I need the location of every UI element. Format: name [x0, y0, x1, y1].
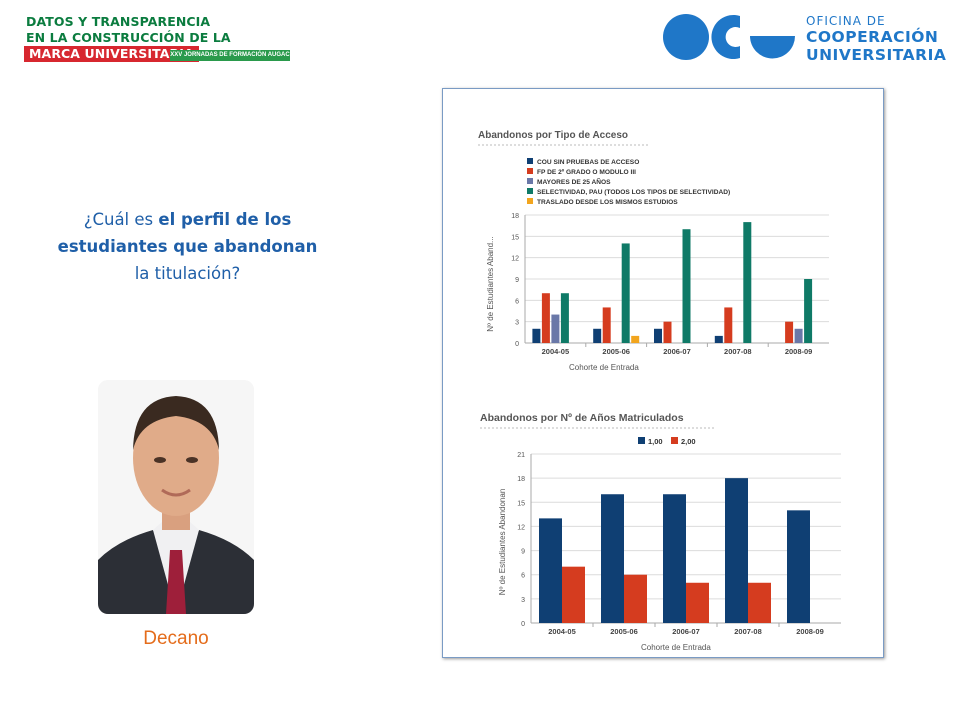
x-tick-label: 2005-06 — [610, 627, 638, 636]
logo-line-1: OFICINA DE — [806, 14, 886, 28]
event-title: DATOS Y TRANSPARENCIA EN LA CONSTRUCCIÓN… — [24, 14, 231, 62]
bar — [541, 293, 550, 343]
bar — [787, 510, 810, 623]
legend-label: 2,00 — [681, 437, 696, 446]
bar — [562, 566, 585, 623]
x-tick-label: 2004-05 — [548, 627, 576, 636]
legend-swatch — [527, 188, 533, 194]
bar — [663, 321, 672, 343]
logo-line-3: UNIVERSITARIA — [806, 46, 947, 64]
legend-swatch — [527, 158, 533, 164]
y-tick-label: 6 — [515, 298, 519, 305]
y-tick-label: 0 — [515, 341, 519, 348]
legend-label: COU SIN PRUEBAS DE ACCESO — [537, 159, 639, 166]
event-title-line-1: DATOS Y TRANSPARENCIA — [26, 14, 211, 29]
question-part-2: el perfil de los estudiantes que abandon… — [57, 210, 318, 256]
bar — [748, 582, 771, 623]
bar — [725, 478, 748, 623]
chart1-ylabel: Nº de Estudiantes Aband... — [486, 236, 495, 331]
question-text: ¿Cuál es el perfil de los estudiantes qu… — [55, 206, 320, 287]
x-tick-label: 2007-08 — [734, 627, 762, 636]
charts-svg: Abandonos por Tipo de Acceso COU SIN PRU… — [478, 130, 841, 652]
y-tick-label: 21 — [517, 452, 525, 459]
x-tick-label: 2008-09 — [785, 347, 813, 356]
y-tick-label: 3 — [521, 597, 525, 604]
legend-swatch — [638, 437, 645, 444]
chart-abandonos-anos-matriculados: Abandonos por Nº de Años Matriculados 1,… — [480, 412, 841, 652]
x-tick-label: 2005-06 — [602, 347, 630, 356]
legend-swatch — [527, 178, 533, 184]
bar — [654, 328, 662, 343]
chart2-axis-labels: 0 3 6 9 12 15 18 21 2004-05 2005-06 2006-07 2007-08… — [517, 452, 824, 636]
oficina-logo-icon — [663, 14, 795, 60]
bar — [663, 494, 686, 623]
chart-abandonos-tipo-acceso: Abandonos por Tipo de Acceso COU SIN PRU… — [478, 130, 829, 372]
y-tick-label: 18 — [511, 213, 519, 220]
bar — [794, 328, 803, 343]
dean-photo — [98, 380, 254, 614]
y-tick-label: 12 — [517, 524, 525, 531]
legend-label: MAYORES DE 25 AÑOS — [537, 177, 611, 186]
y-tick-label: 9 — [521, 549, 525, 556]
caption-decano: Decano — [143, 628, 209, 649]
question-part-3: la titulación? — [134, 264, 241, 283]
question-part-1: ¿Cuál es — [83, 210, 159, 229]
legend-swatch — [527, 168, 533, 174]
bar — [560, 293, 569, 343]
x-tick-label: 2006-07 — [672, 627, 700, 636]
legend-label: TRASLADO DESDE LOS MISMOS ESTUDIOS — [537, 199, 678, 206]
y-tick-label: 18 — [517, 476, 525, 483]
event-title-line-3: MARCA UNIVERSITARIA — [24, 46, 199, 62]
logo-line-2: COOPERACIÓN — [806, 28, 939, 46]
dean-portrait-image — [98, 380, 254, 614]
chart2-xlabel: Cohorte de Entrada — [641, 643, 711, 652]
chart2-title: Abandonos por Nº de Años Matriculados — [480, 412, 684, 424]
y-tick-label: 3 — [515, 320, 519, 327]
y-tick-label: 15 — [511, 234, 519, 241]
bar — [602, 307, 611, 343]
legend-label: FP DE 2º GRADO O MODULO III — [537, 169, 636, 176]
legend-label: SELECTIVIDAD, PAU (TODOS LOS TIPOS DE SE… — [537, 189, 730, 196]
chart1-bars — [532, 222, 813, 343]
chart2-ylabel: Nº de Estudiantes Abandonan — [498, 489, 507, 596]
bar — [621, 243, 630, 343]
bar — [551, 314, 560, 343]
bar — [785, 321, 794, 343]
chart2-bars — [539, 478, 810, 623]
bar — [804, 279, 813, 343]
x-tick-label: 2006-07 — [663, 347, 691, 356]
bar — [686, 582, 709, 623]
charts-panel: Abandonos por Tipo de Acceso COU SIN PRU… — [442, 88, 884, 658]
bar — [724, 307, 733, 343]
y-tick-label: 12 — [511, 256, 519, 263]
x-tick-label: 2008-09 — [796, 627, 824, 636]
chart1-axis-labels: 0 3 6 9 12 15 18 2004-05 2005-06 2006-07 2007-08 20… — [511, 213, 812, 356]
bar — [714, 335, 723, 343]
chart1-title: Abandonos por Tipo de Acceso — [478, 130, 628, 141]
bar — [601, 494, 624, 623]
chart2-legend: 1,00 2,00 — [638, 437, 696, 446]
bar — [631, 335, 640, 343]
y-tick-label: 0 — [521, 621, 525, 628]
y-tick-label: 6 — [521, 573, 525, 580]
event-title-line-2: EN LA CONSTRUCCIÓN DE LA — [26, 30, 231, 45]
bar — [624, 574, 647, 623]
y-tick-label: 9 — [515, 277, 519, 284]
bar — [593, 328, 602, 343]
bar — [682, 229, 691, 343]
oficina-logo-text: OFICINA DE COOPERACIÓN UNIVERSITARIA — [806, 14, 946, 64]
bar — [743, 222, 752, 343]
legend-swatch — [527, 198, 533, 204]
y-tick-label: 15 — [517, 500, 525, 507]
legend-label: 1,00 — [648, 437, 663, 446]
chart1-xlabel: Cohorte de Entrada — [569, 363, 639, 372]
x-tick-label: 2007-08 — [724, 347, 752, 356]
legend-swatch — [671, 437, 678, 444]
chart1-legend: COU SIN PRUEBAS DE ACCESO FP DE 2º GRADO … — [527, 158, 730, 206]
bar — [532, 328, 541, 343]
bar — [539, 518, 562, 623]
chart1-grid — [524, 214, 829, 347]
jornadas-badge: XXV JORNADAS DE FORMACIÓN AUGAC — [170, 50, 290, 61]
x-tick-label: 2004-05 — [542, 347, 570, 356]
